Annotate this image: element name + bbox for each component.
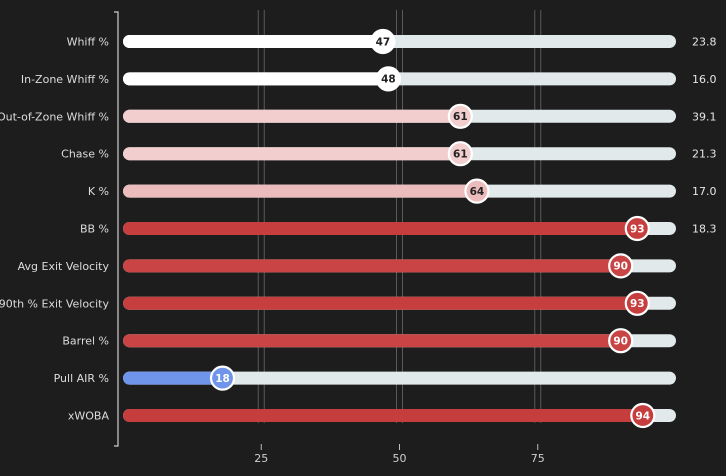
value-label-in-zone-whiff-pct: 16.0: [692, 73, 717, 86]
bar-bb-pct: [123, 222, 638, 235]
percentile-label-chase-pct: 61: [453, 149, 468, 161]
bar-xwoba: [123, 409, 643, 422]
x-tick-label-25: 25: [254, 452, 268, 465]
bar-whiff-pct: [123, 35, 383, 48]
x-tick-label-50: 50: [393, 452, 407, 465]
percentile-label-xwoba: 94: [636, 410, 651, 422]
category-label-xwoba: xWOBA: [68, 410, 110, 423]
percentile-marker-k-pct: [464, 178, 490, 204]
percentile-marker-in-zone-whiff-pct: [375, 66, 402, 92]
bar-out-of-zone-whiff-pct: [123, 109, 461, 123]
bar-avg-exit-velocity: [123, 259, 621, 273]
bar-k-pct: [123, 184, 477, 198]
value-label-k-pct: 17.0: [692, 185, 717, 198]
category-label-out-of-zone-whiff-pct: Out-of-Zone Whiff %: [0, 110, 109, 123]
bar-chase-pct: [123, 147, 461, 161]
percentile-label-in-zone-whiff-pct: 48: [381, 74, 396, 86]
category-label-bb-pct: BB %: [80, 223, 109, 236]
percentile-marker-chase-pct: [447, 141, 473, 167]
percentile-label-90th-pct-exit-velocity: 93: [630, 298, 645, 310]
category-label-whiff-pct: Whiff %: [67, 36, 109, 49]
percentile-label-whiff-pct: 47: [376, 36, 391, 48]
x-tick-label-75: 75: [531, 452, 545, 465]
percentile-marker-barrel-pct: [608, 328, 634, 354]
bar-barrel-pct: [123, 334, 621, 348]
category-label-chase-pct: Chase %: [61, 148, 109, 161]
category-label-avg-exit-velocity: Avg Exit Velocity: [18, 260, 110, 273]
value-label-out-of-zone-whiff-pct: 39.1: [692, 110, 717, 123]
value-label-bb-pct: 18.3: [692, 223, 717, 236]
percentile-marker-xwoba: [630, 402, 656, 429]
y-axis-bracket: [114, 11, 119, 447]
percentile-label-avg-exit-velocity: 90: [613, 261, 628, 273]
percentile-label-barrel-pct: 90: [613, 336, 628, 348]
track-pull-air-pct: [123, 371, 676, 385]
value-label-chase-pct: 21.3: [692, 148, 717, 161]
bar-90th-pct-exit-velocity: [123, 296, 638, 310]
category-label-barrel-pct: Barrel %: [62, 335, 109, 348]
percentile-marker-90th-pct-exit-velocity: [624, 290, 650, 316]
bar-in-zone-whiff-pct: [123, 72, 389, 86]
percentile-marker-whiff-pct: [370, 28, 396, 55]
percentile-label-bb-pct: 93: [630, 223, 645, 235]
category-label-pull-air-pct: Pull AIR %: [54, 372, 109, 385]
category-label-in-zone-whiff-pct: In-Zone Whiff %: [21, 73, 109, 86]
bar-pull-air-pct: [123, 371, 223, 385]
percentile-label-out-of-zone-whiff-pct: 61: [453, 111, 468, 123]
category-label-90th-pct-exit-velocity: 90th % Exit Velocity: [0, 297, 109, 310]
value-label-whiff-pct: 23.8: [692, 36, 717, 49]
percentile-label-pull-air-pct: 18: [215, 373, 230, 385]
percentile-label-k-pct: 64: [470, 186, 485, 198]
percentile-marker-avg-exit-velocity: [608, 253, 634, 279]
category-label-k-pct: K %: [88, 185, 109, 198]
percentile-marker-bb-pct: [624, 215, 650, 242]
percentile-marker-pull-air-pct: [209, 365, 236, 391]
percentile-marker-out-of-zone-whiff-pct: [447, 103, 473, 129]
